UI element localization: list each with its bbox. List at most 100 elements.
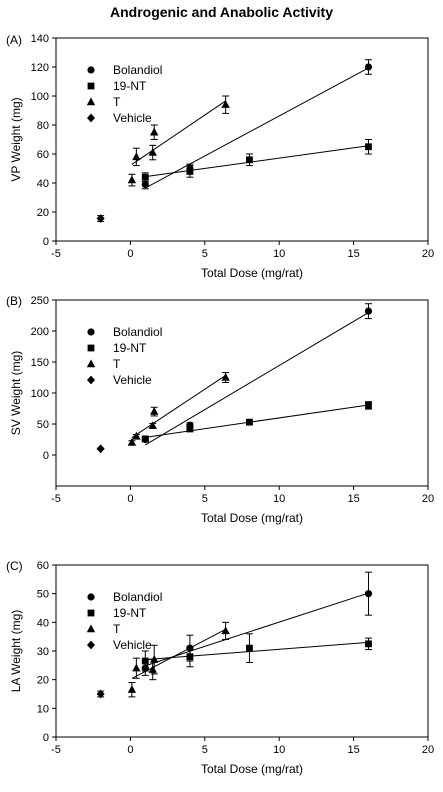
data-point [186,425,194,433]
legend-label: T [113,95,121,109]
y-tick-label: 10 [37,703,49,715]
y-tick-label: 50 [37,419,49,431]
y-tick-label: 0 [43,236,49,248]
x-tick-label: -5 [51,248,61,260]
y-tick-label: 50 [37,589,49,601]
legend-label: Bolandiol [113,63,162,77]
fit-line [131,100,226,165]
data-point [365,402,372,409]
legend-marker [86,97,96,106]
data-point [221,626,230,635]
y-tick-label: 60 [37,149,49,161]
legend-label: Vehicle [113,638,152,652]
series-vehicle [96,689,105,699]
data-point [364,307,373,315]
y-tick-label: 100 [31,91,49,103]
figure-title: Androgenic and Anabolic Activity [110,4,333,20]
data-point [132,152,141,161]
x-tick-label: 20 [422,248,434,260]
fit-line [145,312,369,446]
data-point [150,407,159,415]
y-tick-label: 60 [37,560,49,572]
legend-label: 19-NT [113,341,147,355]
y-tick-label: 100 [31,388,49,400]
data-point [127,685,137,693]
fit-line [145,641,369,661]
y-tick-label: 40 [37,178,49,190]
fit-line [145,145,369,178]
series-t [127,621,230,698]
legend-marker [87,609,95,617]
panel-label: (C) [6,559,23,573]
data-point [148,147,157,156]
series-t [127,372,230,446]
plot-frame [55,564,429,738]
chart-panel-2: (B) 0 50 100 150 200 250 -5 0 5 10 15 20 Total Dose (… [6,294,434,525]
x-tick-label: -5 [51,744,61,756]
series-t [127,95,230,187]
y-tick-label: 120 [31,62,49,74]
series-bolandiol [141,59,373,190]
data-point [132,431,141,440]
x-tick-label: 10 [273,744,285,756]
legend-label: T [113,357,121,371]
fit-line [145,592,369,667]
data-point [96,444,105,454]
x-tick-label: 0 [127,744,133,756]
x-tick-label: 15 [347,248,359,260]
legend-label: Vehicle [113,111,152,125]
panel-label: (B) [6,294,22,308]
legend-marker [87,593,95,601]
legend-marker [87,328,95,336]
legend-label: Bolandiol [113,590,162,604]
legend-marker [86,359,96,368]
legend-marker [87,66,95,74]
data-point [127,438,137,446]
fit-line [145,404,369,438]
series-vehicle [96,444,105,454]
data-point [150,127,159,136]
x-axis-label: Total Dose (mg/rat) [201,511,303,525]
legend-label: T [113,622,121,636]
y-tick-label: 0 [43,732,49,744]
y-axis-label: VP Weight (mg) [9,97,23,181]
x-tick-label: 5 [202,744,208,756]
fit-line [145,67,369,189]
x-tick-label: -5 [51,493,61,505]
series-19-nt [141,139,372,183]
data-point [246,644,253,652]
data-point [141,173,149,181]
data-point [132,663,141,672]
data-point [246,156,253,164]
legend: Bolandiol 19-NT T Vehicle [86,63,162,125]
legend-marker [87,344,95,352]
fit-line [131,374,226,438]
x-tick-label: 0 [127,248,133,260]
y-axis-label: SV Weight (mg) [9,351,23,435]
data-point [141,435,149,443]
data-point [364,63,373,71]
data-point [246,418,253,426]
x-tick-label: 10 [273,493,285,505]
x-axis-label: Total Dose (mg/rat) [201,762,303,776]
y-tick-label: 140 [31,33,49,45]
legend-marker [87,113,95,123]
data-point [221,100,230,108]
legend-marker [87,375,95,385]
x-tick-label: 20 [422,493,434,505]
x-tick-label: 5 [202,248,208,260]
legend: Bolandiol 19-NT T Vehicle [86,590,162,652]
plot-frame [55,299,429,487]
y-tick-label: 30 [37,646,49,658]
series-vehicle [96,214,105,223]
x-tick-label: 5 [202,493,208,505]
series-bolandiol [141,303,373,446]
y-tick-label: 20 [37,207,49,219]
plot-frame [55,37,429,242]
legend-label: 19-NT [113,79,147,93]
y-tick-label: 0 [43,450,49,462]
data-point [127,175,137,184]
legend-label: Vehicle [113,373,152,387]
x-tick-label: 15 [347,744,359,756]
